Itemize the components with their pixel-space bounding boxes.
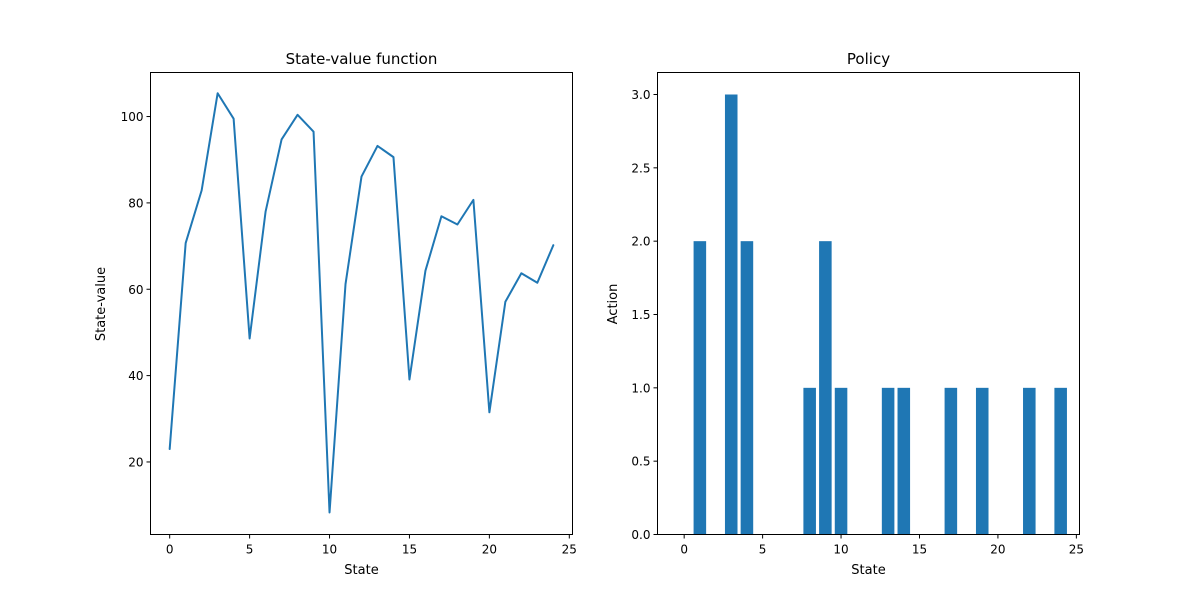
policy-bar bbox=[693, 241, 707, 535]
policy-bar bbox=[740, 241, 754, 535]
x-tick-label: 25 bbox=[562, 543, 577, 557]
policy-bar bbox=[834, 387, 848, 535]
x-tick-label: 0 bbox=[166, 543, 174, 557]
policy-bar bbox=[724, 94, 738, 535]
x-tick-label: 15 bbox=[912, 543, 927, 557]
policy-bar bbox=[881, 387, 895, 535]
policy-bar bbox=[803, 387, 816, 535]
policy-chart-ticks: 0 5 10 15 20 25 0.0 0.5 1.0 1.5 2.0 2.5 3.0 bbox=[631, 88, 1084, 557]
y-tick-label: 0.5 bbox=[631, 455, 650, 469]
x-tick-label: 20 bbox=[990, 543, 1005, 557]
value-chart-ylabel: State-value bbox=[94, 267, 109, 341]
value-chart: State-value function State State-value 0… bbox=[94, 50, 577, 578]
value-chart-title: State-value function bbox=[286, 50, 438, 68]
y-tick-label: 80 bbox=[128, 196, 143, 210]
policy-bar bbox=[819, 241, 832, 535]
policy-bar bbox=[897, 387, 911, 535]
value-chart-ticks: 0 5 10 15 20 25 20 40 60 80 100 bbox=[121, 110, 577, 556]
state-value-line bbox=[168, 92, 555, 514]
x-tick-label: 10 bbox=[833, 543, 848, 557]
y-tick-label: 40 bbox=[128, 369, 143, 383]
policy-bar bbox=[1054, 387, 1067, 535]
x-tick-label: 5 bbox=[246, 543, 254, 557]
policy-chart-frame bbox=[657, 72, 1080, 535]
policy-chart-xlabel: State bbox=[851, 563, 885, 578]
y-tick-label: 1.0 bbox=[631, 381, 650, 395]
value-chart-frame bbox=[150, 72, 573, 535]
x-tick-label: 15 bbox=[402, 543, 417, 557]
y-tick-label: 20 bbox=[128, 455, 143, 469]
x-tick-label: 5 bbox=[759, 543, 767, 557]
y-tick-label: 1.5 bbox=[631, 308, 650, 322]
value-chart-xlabel: State bbox=[344, 563, 378, 578]
value-chart-marks bbox=[168, 92, 555, 514]
y-tick-label: 60 bbox=[128, 283, 143, 297]
y-tick-label: 0.0 bbox=[631, 528, 650, 542]
y-tick-label: 2.0 bbox=[631, 235, 650, 249]
policy-bar bbox=[944, 387, 958, 535]
policy-chart: Policy State Action 0 5 10 15 20 25 0.0 0.5 1.0 1… bbox=[606, 50, 1084, 578]
policy-bar bbox=[1023, 387, 1036, 535]
x-tick-label: 0 bbox=[680, 543, 688, 557]
x-tick-label: 10 bbox=[322, 543, 337, 557]
y-tick-label: 2.5 bbox=[631, 161, 650, 175]
y-tick-label: 3.0 bbox=[631, 88, 650, 102]
y-tick-label: 100 bbox=[121, 110, 144, 124]
policy-chart-marks bbox=[693, 94, 1067, 535]
policy-bar bbox=[975, 387, 989, 535]
x-tick-label: 20 bbox=[482, 543, 497, 557]
policy-chart-title: Policy bbox=[847, 50, 890, 68]
x-tick-label: 25 bbox=[1069, 543, 1084, 557]
policy-chart-ylabel: Action bbox=[606, 284, 621, 325]
